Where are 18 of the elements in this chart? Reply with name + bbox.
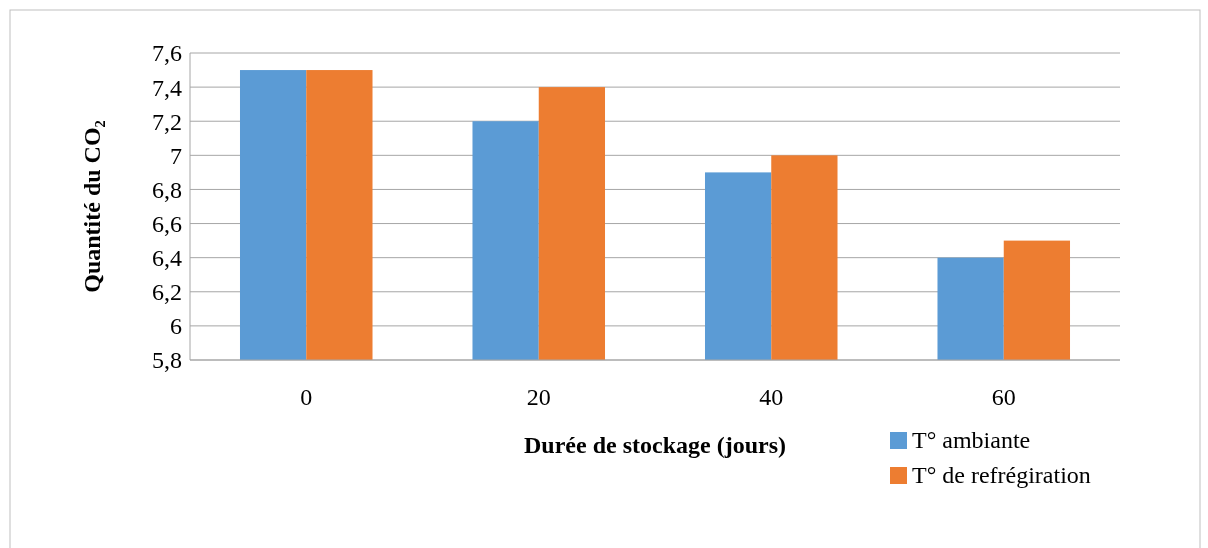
legend-label: T° ambiante xyxy=(912,427,1031,454)
y-tick-label: 7,2 xyxy=(152,108,182,135)
y-tick-label: 6,4 xyxy=(152,245,182,272)
y-axis-title: Quantité du CO₂ xyxy=(79,120,105,293)
y-tick-label: 5,8 xyxy=(152,347,182,374)
legend-label: T° de refrégiration xyxy=(912,462,1091,489)
y-tick-label: 6,8 xyxy=(152,176,182,203)
y-tick-label: 7,6 xyxy=(152,40,182,67)
y-tick-label: 6,2 xyxy=(152,279,182,306)
x-tick-label: 60 xyxy=(991,384,1016,410)
x-tick-label: 0 xyxy=(300,384,313,410)
y-tick-label: 7,4 xyxy=(152,74,182,101)
x-tick-label: 40 xyxy=(759,384,784,410)
y-tick-label: 6 xyxy=(170,313,182,340)
y-tick-label: 6,6 xyxy=(152,210,182,237)
x-tick-label: 20 xyxy=(526,384,551,410)
x-axis-title: Durée de stockage (jours) xyxy=(524,432,786,458)
y-tick-label: 7 xyxy=(170,142,182,169)
